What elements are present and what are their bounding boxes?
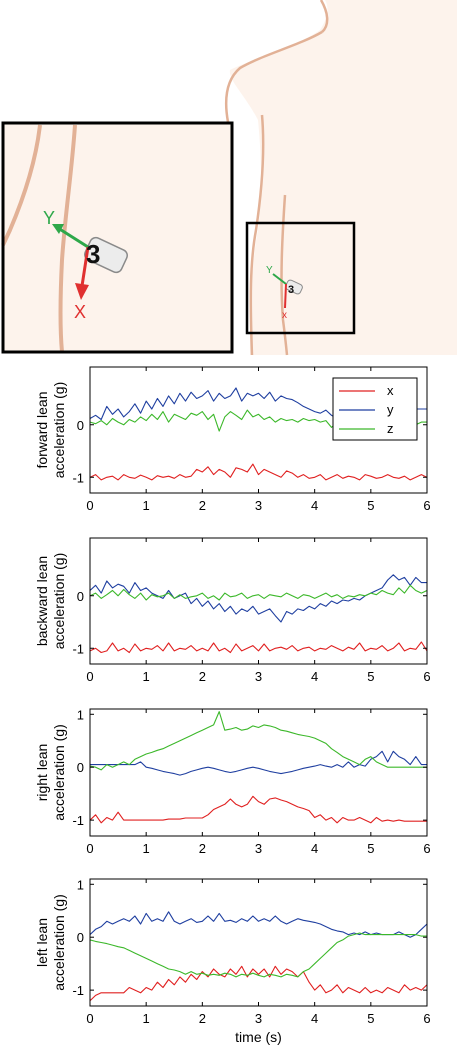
y-axis-label-line1: right lean (34, 744, 50, 802)
inset-x-arrowhead (75, 283, 89, 300)
small-y-axis-arrow (272, 273, 287, 285)
y-axis-label-line1: backward lean (34, 556, 50, 646)
inset-magnified-view: Y X 3 (1, 121, 234, 354)
x-tick-label: 2 (199, 498, 206, 513)
series-line-x (90, 463, 427, 481)
x-tick-label: 6 (423, 1011, 430, 1026)
y-axis-label-line2: acceleration (g) (51, 382, 67, 479)
y-tick-label: 0 (77, 418, 84, 433)
y-axis-label-line2: acceleration (g) (51, 553, 67, 650)
series-line-y (90, 911, 427, 938)
x-tick-label: 6 (423, 669, 430, 684)
y-tick-label: -1 (72, 983, 84, 998)
inset-x-axis-arrow (80, 246, 90, 287)
x-tick-label: 4 (311, 669, 318, 684)
y-axis-label-line1: forward lean (34, 391, 50, 468)
y-tick-label: 0 (77, 589, 84, 604)
x-tick-label: 1 (143, 669, 150, 684)
x-tick-label: 1 (143, 841, 150, 856)
x-tick-label: 0 (86, 841, 93, 856)
small-sensor-number: 3 (288, 284, 294, 296)
small-axis-x-label: x (282, 310, 287, 321)
zoom-target-box (245, 221, 356, 335)
small-x-axis-arrow (284, 283, 287, 309)
x-tick-label: 4 (311, 1011, 318, 1026)
x-axis-label: time (s) (235, 1029, 282, 1045)
x-tick-label: 3 (255, 1011, 262, 1026)
x-tick-label: 5 (367, 841, 374, 856)
series-line-z (90, 932, 427, 978)
x-tick-label: 6 (423, 498, 430, 513)
inset-sensor-number: 3 (86, 239, 100, 269)
y-tick-label: 0 (77, 760, 84, 775)
series-line-y (90, 750, 427, 776)
y-axis-label-line2: acceleration (g) (51, 724, 67, 821)
shoulder-outline (224, 30, 323, 123)
inset-frame (1, 121, 234, 354)
x-tick-label: 1 (143, 498, 150, 513)
inset-y-axis-arrow (57, 226, 89, 249)
y-tick-label: 1 (77, 707, 84, 722)
plot-frame (89, 537, 428, 665)
x-tick-label: 0 (86, 669, 93, 684)
y-tick-label: -1 (72, 641, 84, 656)
x-tick-label: 0 (86, 498, 93, 513)
y-tick-label: -1 (72, 813, 84, 828)
x-tick-label: 2 (199, 669, 206, 684)
legend: xyz (332, 377, 418, 441)
inset-torso-outline (58, 124, 77, 353)
plot-frame (89, 878, 428, 1007)
plot-frame (89, 708, 428, 837)
x-tick-label: 5 (367, 669, 374, 684)
x-tick-label: 2 (199, 1011, 206, 1026)
y-tick-label: 0 (77, 930, 84, 945)
torso-side-outline (280, 194, 289, 356)
y-axis-label-line1: left lean (34, 918, 50, 967)
inset-y-arrowhead (52, 224, 64, 234)
inset-axis-x-label: X (74, 302, 86, 322)
inset-axis-y-label: Y (43, 208, 55, 228)
y-tick-label: 1 (77, 877, 84, 892)
x-tick-label: 2 (199, 841, 206, 856)
x-tick-label: 3 (255, 669, 262, 684)
series-line-z (90, 584, 427, 601)
neck-outline (319, 0, 329, 33)
arm-inner-outline (249, 114, 265, 356)
series-line-x (90, 641, 427, 654)
legend-label-x: x (387, 383, 394, 398)
small-sensor-body (285, 279, 303, 295)
legend-label-y: y (387, 402, 394, 417)
inset-sensor: Y X 3 (43, 208, 128, 322)
x-tick-label: 4 (311, 498, 318, 513)
torso-illustration: Y x 3 (224, 0, 457, 356)
x-tick-label: 3 (255, 498, 262, 513)
x-tick-label: 5 (367, 1011, 374, 1026)
torso-skin (229, 0, 457, 355)
inset-background (3, 123, 232, 352)
y-axis-label-line2: acceleration (g) (51, 894, 67, 991)
x-tick-label: 6 (423, 841, 430, 856)
small-axis-y-label: Y (266, 265, 273, 276)
series-line-x (90, 795, 427, 824)
x-tick-label: 3 (255, 841, 262, 856)
small-sensor: Y x 3 (266, 265, 303, 321)
series-line-y (90, 574, 427, 623)
x-tick-label: 1 (143, 1011, 150, 1026)
legend-label-z: z (387, 421, 394, 436)
legend-box (332, 377, 418, 441)
series-line-x (90, 965, 427, 1002)
series-line-z (90, 711, 427, 771)
inset-arm-outline (1, 124, 42, 246)
x-tick-label: 4 (311, 841, 318, 856)
x-tick-label: 5 (367, 498, 374, 513)
x-tick-label: 0 (86, 1011, 93, 1026)
y-tick-label: -1 (72, 470, 84, 485)
